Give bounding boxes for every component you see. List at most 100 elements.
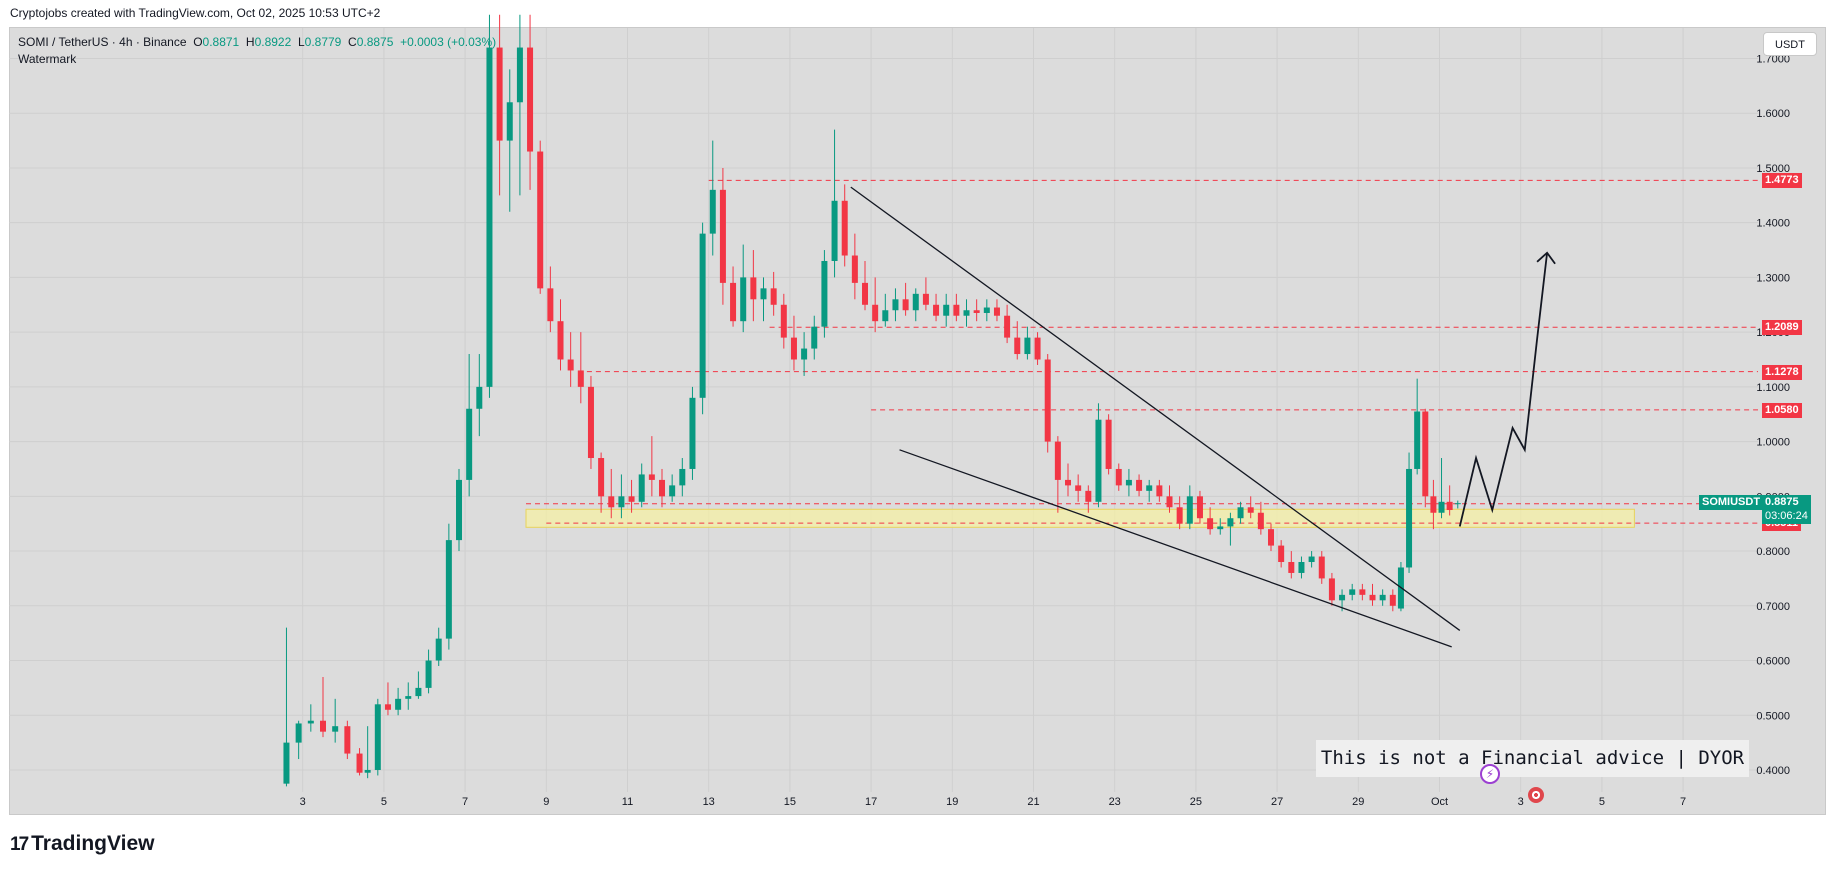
- candle-body: [1176, 507, 1183, 524]
- candle-body: [882, 310, 889, 322]
- candle: [516, 14, 523, 196]
- candle: [1406, 452, 1413, 573]
- candle: [1268, 523, 1275, 552]
- close-label: C: [348, 35, 357, 49]
- time-tick-label: 5: [1599, 796, 1605, 808]
- candle-body: [1288, 562, 1295, 573]
- candle-body: [1406, 468, 1413, 568]
- price-tick-label: 1.4000: [1756, 218, 1790, 230]
- level-price-tag: 1.4773: [1762, 173, 1802, 189]
- low-value: 0.8779: [304, 35, 342, 49]
- candle-body: [1196, 496, 1203, 519]
- trendlines: [850, 186, 1556, 648]
- candle-body: [283, 742, 290, 784]
- price-tick-label: 0.7000: [1756, 601, 1790, 613]
- candle: [537, 140, 544, 294]
- candle: [730, 266, 737, 327]
- candle: [1438, 458, 1445, 519]
- candle-body: [1186, 496, 1193, 524]
- time-tick-label: 7: [462, 796, 468, 808]
- candle-body: [618, 496, 625, 508]
- projection-arrowhead: [1536, 251, 1556, 265]
- candle: [750, 250, 757, 322]
- tradingview-brand[interactable]: 17 TradingView: [10, 832, 154, 856]
- candle-body: [1217, 526, 1224, 530]
- candle: [1054, 436, 1061, 513]
- candle-body: [1318, 556, 1325, 579]
- candle-body: [476, 386, 483, 409]
- candle: [557, 299, 564, 371]
- candle: [872, 277, 879, 333]
- candle: [740, 244, 747, 333]
- high-label: H: [245, 35, 255, 49]
- candle: [618, 474, 625, 519]
- candle: [943, 293, 950, 327]
- candle: [527, 14, 534, 190]
- candle-body: [1298, 562, 1305, 573]
- candle-body: [516, 47, 523, 103]
- candle: [790, 315, 797, 371]
- candle: [1308, 551, 1315, 568]
- candle: [344, 720, 351, 760]
- time-tick-label: 15: [784, 796, 796, 808]
- candle-body: [1389, 594, 1396, 606]
- candle: [496, 14, 503, 196]
- candle-body: [648, 474, 655, 480]
- candle: [1298, 556, 1305, 579]
- brand-name: TradingView: [31, 832, 155, 855]
- candle-body: [506, 102, 513, 141]
- price-tick-label: 1.1000: [1756, 382, 1790, 394]
- candle-body: [1136, 479, 1143, 491]
- candle: [283, 627, 290, 787]
- candle: [1004, 304, 1011, 344]
- candle-body: [1379, 594, 1386, 601]
- open-label: O: [193, 35, 203, 49]
- candle: [1105, 414, 1112, 475]
- candle-body: [943, 304, 950, 316]
- candle: [1227, 512, 1234, 546]
- time-tick-label: 17: [865, 796, 877, 808]
- support-zone: [525, 508, 1635, 528]
- candle: [1349, 583, 1356, 601]
- candle-body: [831, 200, 838, 261]
- candle: [1278, 540, 1285, 568]
- candle: [1125, 468, 1132, 497]
- candle-body: [1075, 485, 1082, 491]
- candle-body: [821, 260, 828, 327]
- candle-body: [993, 307, 1000, 316]
- target-icon: [1527, 787, 1544, 803]
- candle: [1176, 496, 1183, 530]
- currency-button[interactable]: USDT: [1763, 32, 1817, 56]
- price-tick-label: 1.3000: [1756, 272, 1790, 284]
- candle: [1389, 589, 1396, 612]
- candle: [1318, 551, 1325, 584]
- trendline: [899, 449, 1452, 648]
- candle-body: [689, 397, 696, 469]
- candle-body: [405, 696, 412, 699]
- candle-body: [598, 458, 605, 497]
- candle-body: [953, 304, 960, 316]
- lightning-icon[interactable]: ⚡: [1480, 764, 1500, 784]
- candle: [892, 288, 899, 322]
- candle-body: [963, 310, 970, 316]
- change-value: +0.0003 (+0.03%): [400, 35, 497, 49]
- candle-body: [1014, 337, 1021, 355]
- candle-body: [1430, 496, 1437, 513]
- candle: [466, 354, 473, 497]
- candle: [831, 129, 838, 278]
- candle-body: [638, 474, 645, 502]
- candle-body: [1237, 507, 1244, 519]
- candle: [1257, 501, 1264, 535]
- candle: [1247, 496, 1254, 519]
- candle: [659, 468, 666, 508]
- candle-body: [344, 726, 351, 754]
- price-tick-label: 1.5000: [1756, 163, 1790, 175]
- time-tick-label: 7: [1680, 796, 1686, 808]
- candle-body: [659, 479, 666, 497]
- open-value: 0.8871: [202, 35, 240, 49]
- candle: [547, 266, 554, 333]
- chart-area[interactable]: [9, 27, 1826, 815]
- candle-body: [983, 307, 990, 313]
- candle-body: [750, 277, 757, 300]
